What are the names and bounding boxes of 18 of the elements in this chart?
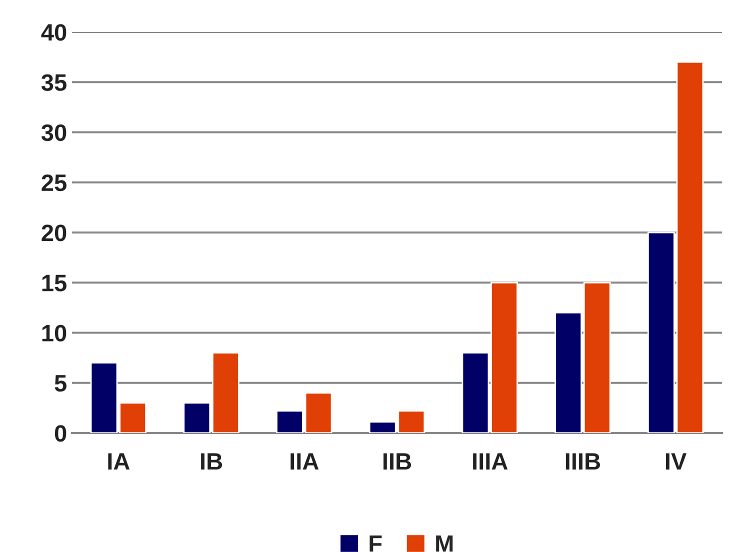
x-tick-label: IA (108, 453, 130, 470)
legend-label: F (370, 535, 382, 552)
y-tick-label: 40 (41, 24, 66, 41)
x-tick-label: IIB (383, 453, 412, 470)
legend-label: M (436, 535, 453, 552)
x-tick-label: IIA (290, 453, 319, 470)
x-tick-label: IIIA (473, 453, 508, 470)
y-tick-label: 15 (42, 274, 66, 292)
y-tick-label: 10 (42, 324, 66, 342)
y-tick-label: 30 (41, 124, 66, 142)
y-tick-label: 0 (54, 425, 66, 442)
x-tick-label: IIIB (566, 453, 600, 470)
y-tick-label: 20 (42, 224, 66, 242)
y-tick-label: 35 (41, 74, 66, 91)
x-tick-label: IV (666, 453, 687, 470)
x-tick-label: IB (201, 453, 222, 470)
y-tick-label: 5 (54, 375, 66, 392)
y-tick-label: 25 (42, 174, 66, 192)
